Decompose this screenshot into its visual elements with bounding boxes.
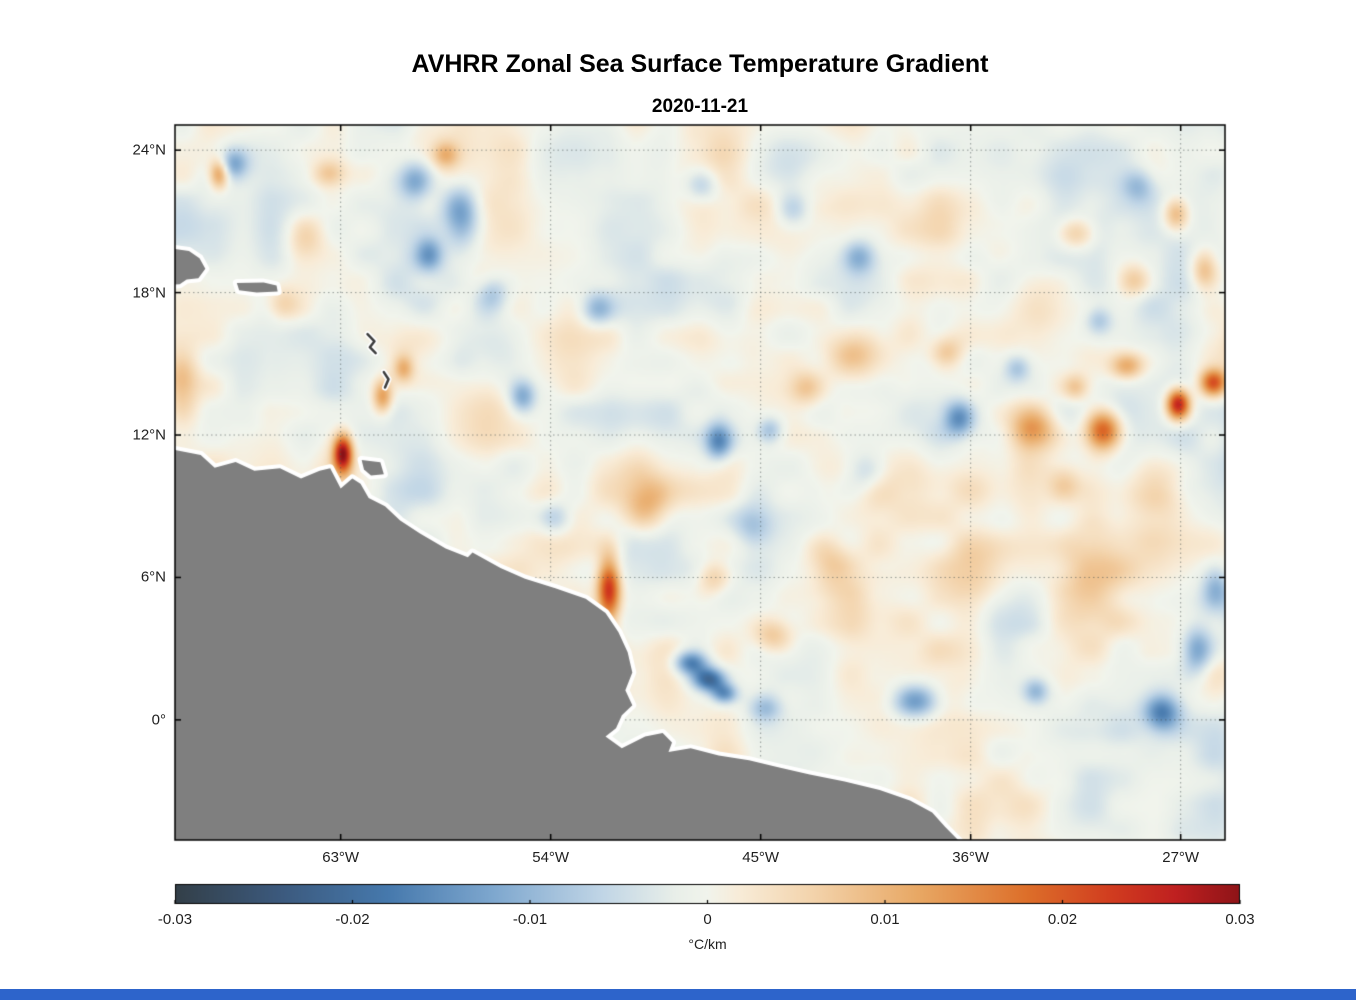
colorbar-tick-label: 0.03 xyxy=(1225,911,1255,928)
colorbar-tick-label: -0.02 xyxy=(335,911,370,928)
y-tick-label: 18°N xyxy=(132,284,166,302)
x-tick-label: 27°W xyxy=(1162,849,1200,866)
y-tick-label: 0° xyxy=(151,711,166,729)
y-tick-label: 6°N xyxy=(140,568,166,586)
colorbar-tick-label: -0.01 xyxy=(512,911,548,928)
colorbar-tick-label: 0.01 xyxy=(870,911,900,928)
y-tick-label: 24°N xyxy=(132,141,166,159)
x-tick-label: 36°W xyxy=(952,849,990,866)
x-tick-label: 54°W xyxy=(532,849,570,866)
y-tick-label: 12°N xyxy=(132,426,166,444)
window-edge-strip xyxy=(0,989,1356,1000)
x-tick-label: 63°W xyxy=(322,849,360,866)
colorbar-tick-label: 0.02 xyxy=(1047,911,1078,928)
x-tick-label: 45°W xyxy=(742,849,780,866)
chart-title: AVHRR Zonal Sea Surface Temperature Grad… xyxy=(411,50,989,78)
chart-subtitle: 2020-11-21 xyxy=(651,96,749,117)
colorbar-unit-label: °C/km xyxy=(688,936,727,952)
colorbar-tick-label: 0 xyxy=(703,911,712,928)
colorbar-tick-label: -0.03 xyxy=(157,911,193,928)
